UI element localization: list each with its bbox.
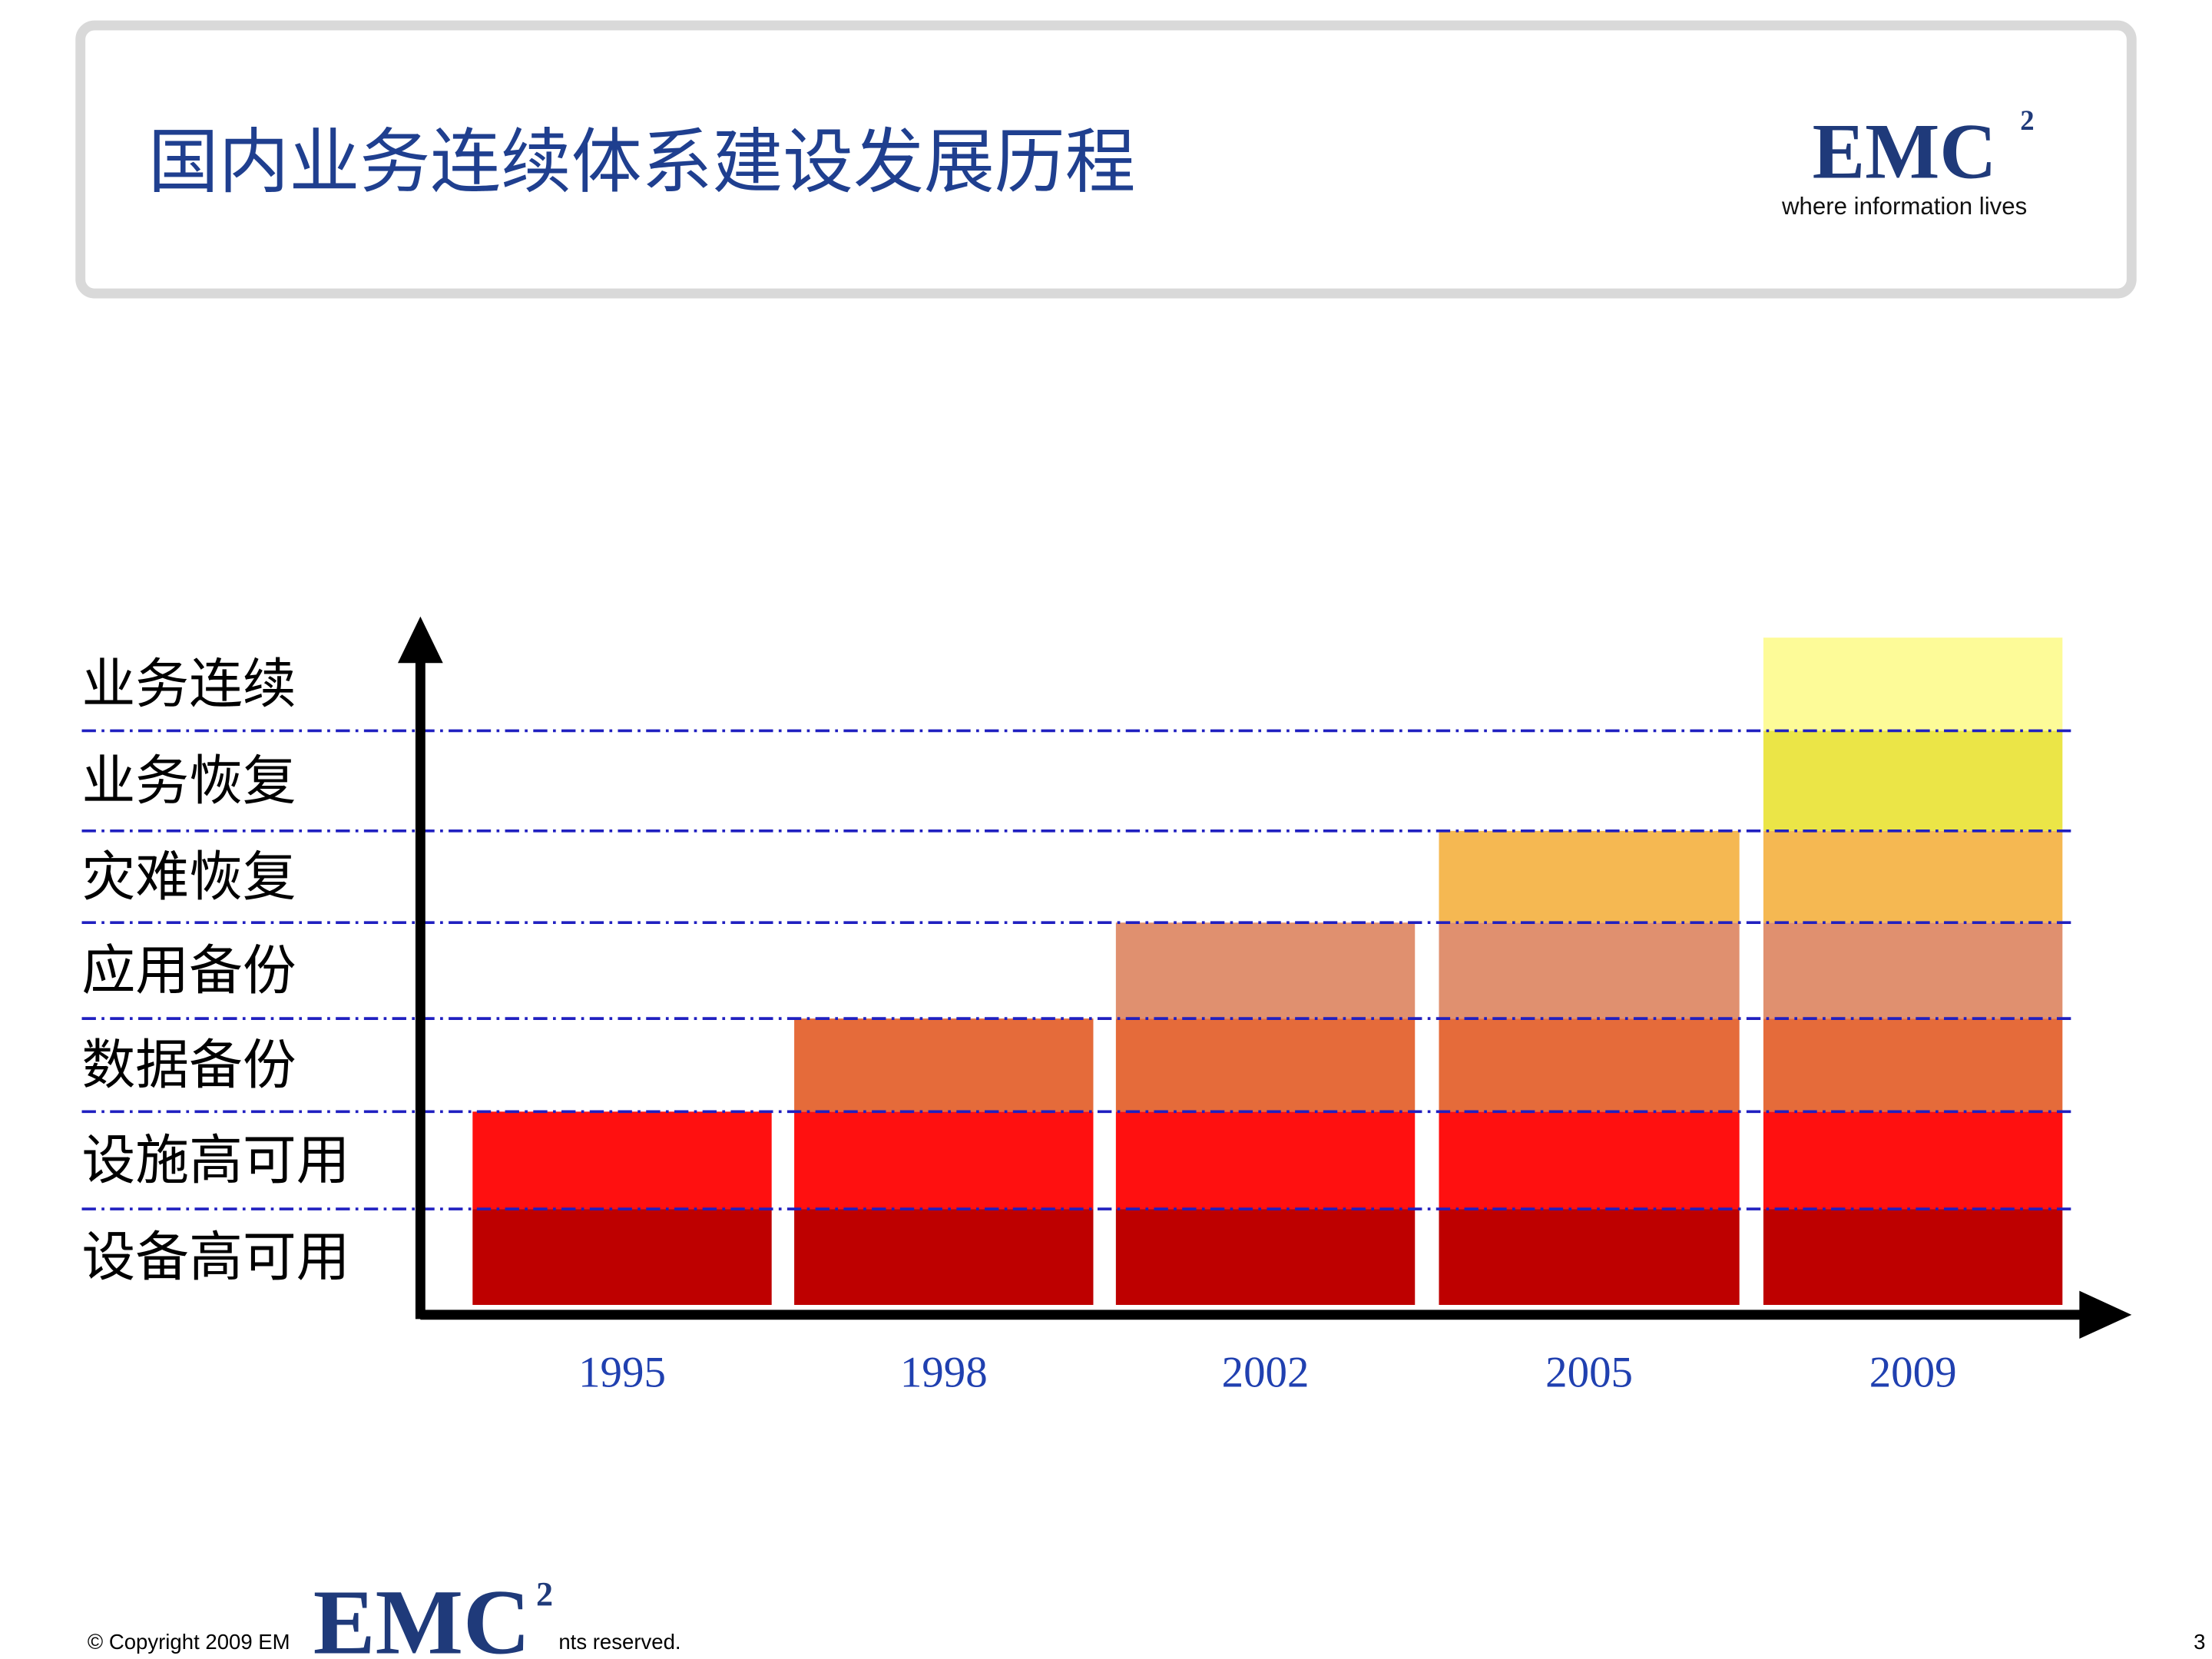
level-label: 业务连续 (82, 656, 296, 715)
bar-segment (1439, 922, 1740, 1019)
reserved: nts reserved. (558, 1630, 680, 1654)
level-label: 业务恢复 (82, 753, 296, 812)
year-label: 2002 (1222, 1349, 1310, 1397)
bar-segment (1763, 637, 2063, 731)
x-arrow (2079, 1290, 2132, 1339)
bar-segment (794, 1111, 1094, 1210)
title: 国内业务连续体系建设发展历程 (148, 123, 1136, 201)
bar-segment (1115, 1111, 1416, 1210)
bar-segment (1763, 830, 2063, 923)
bar-segment (1763, 730, 2063, 831)
bar-segment (1115, 922, 1416, 1019)
bar-segment (472, 1209, 772, 1305)
bar-segment (472, 1111, 772, 1210)
bar-segment (1763, 922, 2063, 1019)
bar-segment (1763, 1018, 2063, 1112)
logo: EMC (1813, 108, 1997, 195)
bar-segment (794, 1018, 1094, 1112)
bar-segment (1439, 830, 1740, 923)
bar-segment (1763, 1111, 2063, 1210)
year-label: 2005 (1545, 1349, 1633, 1397)
copyright: © Copyright 2009 EM (88, 1630, 290, 1654)
year-label: 2009 (1869, 1349, 1957, 1397)
tagline: where information lives (1781, 193, 2027, 220)
bar-segment (1763, 1209, 2063, 1305)
level-label: 设施高可用 (82, 1132, 350, 1191)
year-label: 1998 (900, 1349, 988, 1397)
level-label: 应用备份 (82, 942, 296, 1002)
header-box (75, 20, 2137, 299)
level-label: 数据备份 (82, 1037, 296, 1096)
chart: 1995 1998 2002 2005 2009 设备高可用 设施高可用 数据备份 应用备份 灾难… (82, 637, 2074, 1397)
footer-logo: EMC (313, 1571, 531, 1659)
bar-segment (1115, 1018, 1416, 1112)
bar-segment (1439, 1111, 1740, 1210)
page-number: 3 (2194, 1630, 2205, 1654)
year-label: 1995 (578, 1349, 666, 1397)
level-label: 设备高可用 (82, 1228, 350, 1287)
bar-segment (1439, 1018, 1740, 1112)
bar-segment (794, 1209, 1094, 1305)
footer-logo-bg (307, 1577, 551, 1659)
y-arrow (397, 616, 443, 664)
level-label: 灾难恢复 (82, 848, 296, 907)
footer-logo-sup: 2 (536, 1575, 553, 1613)
bar-segment (1115, 1209, 1416, 1305)
logo-sup: 2 (2020, 104, 2034, 136)
bar-segment (1439, 1209, 1740, 1305)
